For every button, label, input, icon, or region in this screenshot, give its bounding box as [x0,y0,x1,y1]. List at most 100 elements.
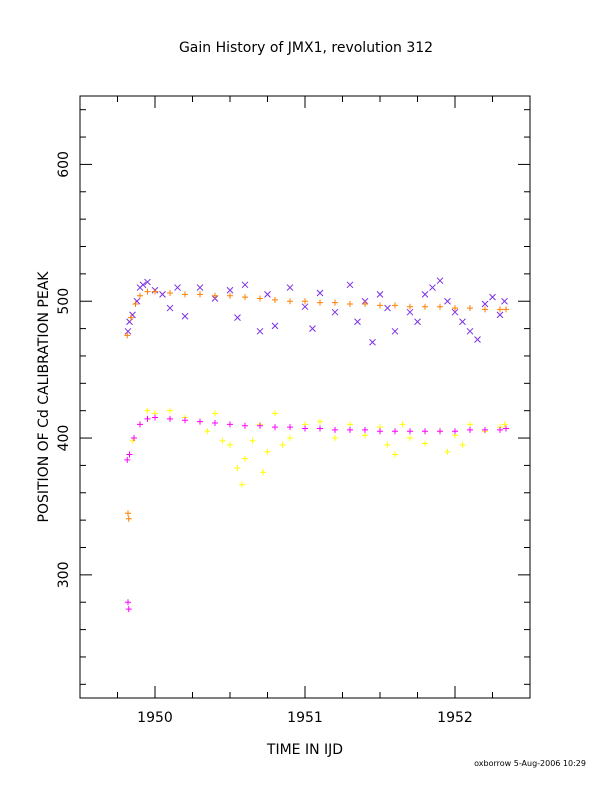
y-tick-label: 600 [56,151,72,178]
data-point [497,306,503,313]
series-0 [124,277,508,346]
data-point [422,303,428,310]
data-point [256,327,264,335]
data-point [227,421,233,428]
data-point [436,277,444,285]
data-point [459,441,466,448]
data-point [212,292,218,299]
data-point [182,291,188,298]
plot-frame [79,95,531,699]
y-tick-label: 400 [56,425,72,452]
data-point [272,424,278,431]
data-point [429,284,436,291]
data-point [219,437,226,444]
footer-credit: oxborrow 5-Aug-2006 10:29 [474,759,586,768]
data-point [331,308,339,316]
x-tick-label: 1952 [437,710,473,726]
data-point [503,425,509,432]
data-point [137,292,143,299]
data-point [384,304,391,312]
data-point [347,421,353,428]
data-point [197,418,203,425]
data-point [260,469,266,476]
data-point [128,314,134,321]
data-point [422,440,428,447]
data-point [347,300,353,307]
data-point [133,297,141,305]
data-point [377,302,383,309]
data-point [264,448,271,455]
data-point [287,424,293,431]
series-1 [124,288,509,522]
data-point [501,421,508,428]
data-point [249,437,256,444]
data-point [287,298,293,305]
data-point [392,302,398,309]
data-point [302,298,308,305]
data-point [227,292,233,299]
data-point [166,304,174,312]
data-point [204,428,211,435]
data-point [444,297,451,305]
data-point [377,428,383,435]
data-point [125,515,132,522]
data-point [167,407,173,414]
data-point [126,318,133,326]
data-point [332,299,338,306]
data-point [497,426,503,433]
data-point [501,297,508,305]
data-point [317,299,323,306]
series-2 [129,407,508,488]
data-point [144,278,151,286]
data-point [309,325,316,332]
y-tick-label: 500 [56,288,72,315]
data-point [182,417,188,424]
data-point [437,303,443,310]
data-point [482,306,488,313]
data-point [272,410,278,417]
data-point [407,435,413,442]
data-point [421,291,429,298]
data-point [125,510,131,517]
data-point [174,284,181,291]
data-point [271,322,279,330]
data-point [286,284,294,291]
data-point [126,451,133,458]
data-point [316,289,324,297]
data-point [132,300,139,307]
data-point [137,421,143,428]
data-point [406,308,414,316]
x-tick-label: 1950 [137,710,173,726]
data-point [467,421,473,428]
data-point [346,281,354,289]
data-point [481,300,489,308]
data-point [474,336,481,343]
data-point [422,428,428,435]
data-point [503,306,509,313]
data-point [144,288,151,295]
series-3 [124,414,509,613]
data-point [279,441,286,448]
data-point [197,291,203,298]
data-point [124,456,131,463]
data-point [354,318,361,326]
data-point [287,435,293,442]
data-point [129,437,136,444]
y-tick-label: 300 [56,561,72,588]
data-point [444,448,451,455]
data-point [227,441,233,448]
data-point [437,428,443,435]
data-point [459,318,466,326]
data-point [384,441,391,448]
axis-ticks [79,96,531,698]
data-point [414,318,421,326]
data-point [301,303,309,311]
data-point [332,435,338,442]
data-point [392,451,398,458]
data-point [242,422,248,429]
y-axis-label: POSITION OF Cd CALIBRATION PEAK [36,271,52,523]
data-point [302,425,308,432]
data-point [234,314,241,321]
data-point [489,293,496,301]
